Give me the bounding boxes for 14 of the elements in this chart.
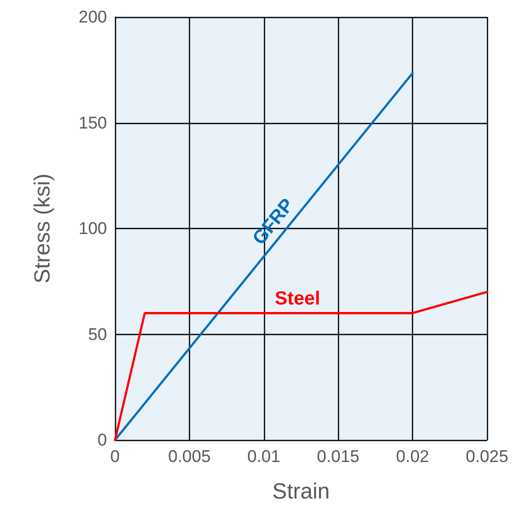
y-axis-title: Stress (ksi) xyxy=(30,174,54,284)
y-tick-label: 200 xyxy=(78,8,107,26)
y-tick-label: 100 xyxy=(78,219,107,238)
y-tick-label: 0 xyxy=(98,430,107,450)
x-tick-label: 0.02 xyxy=(396,447,430,466)
x-tick-label: 0.005 xyxy=(168,447,211,466)
x-axis-title: Strain xyxy=(272,478,330,504)
y-tick-label: 50 xyxy=(88,324,107,344)
x-tick-label: 0 xyxy=(110,447,120,466)
x-tick-label: 0.025 xyxy=(466,447,508,466)
y-tick-label: 150 xyxy=(78,113,107,132)
x-tick-label: 0.01 xyxy=(247,447,280,466)
series-label: Steel xyxy=(274,288,320,310)
x-tick-label: 0.015 xyxy=(316,447,360,466)
